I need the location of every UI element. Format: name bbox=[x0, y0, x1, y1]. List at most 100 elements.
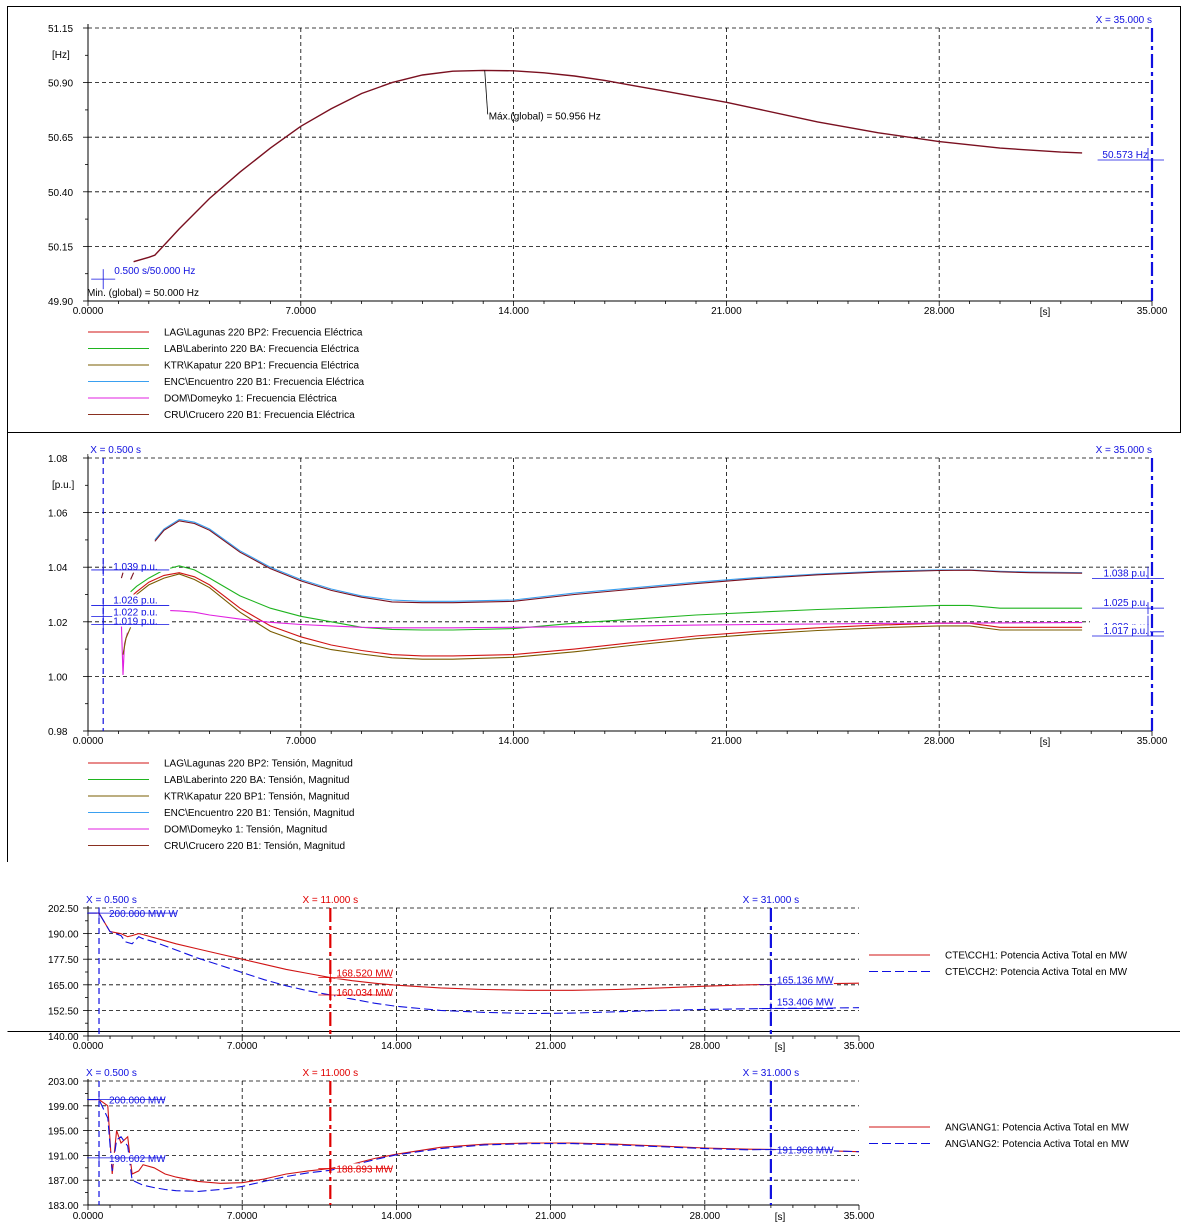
x-tick-label: 14.000 bbox=[498, 306, 529, 317]
annotation-label: 0.500 s/50.000 Hz bbox=[114, 266, 195, 277]
y-tick-label: 1.08 bbox=[48, 454, 68, 465]
annotation-label: 1.038 p.u. bbox=[1104, 569, 1148, 580]
series-line bbox=[121, 573, 123, 578]
annotation-label: 168.520 MW bbox=[336, 969, 393, 980]
legend-label: LAB\Laberinto 220 BA: Tensión, Magnitud bbox=[164, 775, 350, 786]
y-tick-label: 1.02 bbox=[48, 618, 68, 629]
x-unit-label: [s] bbox=[775, 1042, 786, 1053]
annotation-label: 191.968 MW bbox=[777, 1145, 834, 1156]
cursor-label: X = 31.000 s bbox=[743, 1068, 799, 1079]
legend-label: CTE\CCH1: Potencia Activa Total en MW bbox=[945, 951, 1128, 962]
series-line bbox=[155, 521, 1082, 603]
x-tick-label: 7.0000 bbox=[227, 1041, 258, 1052]
cursor-label: X = 35.000 s bbox=[1096, 15, 1152, 26]
y-tick-label: 1.00 bbox=[48, 672, 68, 683]
legend-label: LAB\Laberinto 220 BA: Frecuencia Eléctri… bbox=[164, 344, 360, 355]
annotation-label: 1.039 p.u. bbox=[113, 562, 157, 573]
legend-label: LAG\Lagunas 220 BP2: Frecuencia Eléctric… bbox=[164, 328, 363, 339]
series-line bbox=[155, 519, 1082, 601]
cursor-label: X = 35.000 s bbox=[1096, 445, 1152, 456]
annotation-label: 200.000 MW bbox=[109, 1096, 166, 1107]
annotation-label: 165.136 MW bbox=[777, 976, 834, 987]
x-unit-label: [s] bbox=[1040, 737, 1051, 748]
y-tick-label: 152.50 bbox=[48, 1006, 79, 1017]
x-tick-label: 35.000 bbox=[844, 1211, 875, 1222]
annotation-label: 200.000 MW W bbox=[109, 909, 178, 920]
x-unit-label: [s] bbox=[775, 1212, 786, 1223]
annotation-label: 1.026 p.u. bbox=[113, 595, 157, 606]
x-tick-label: 14.000 bbox=[381, 1211, 412, 1222]
legend-label: KTR\Kapatur 220 BP1: Tensión, Magnitud bbox=[164, 792, 349, 803]
x-tick-label: 14.000 bbox=[498, 736, 529, 747]
cursor-label: X = 0.500 s bbox=[86, 1068, 137, 1079]
y-tick-label: 190.00 bbox=[48, 930, 79, 941]
y-tick-label: 50.65 bbox=[48, 133, 73, 144]
y-tick-label: 165.00 bbox=[48, 981, 79, 992]
legend-label: DOM\Domeyko 1: Tensión, Magnitud bbox=[164, 825, 327, 836]
y-unit-label: [Hz] bbox=[52, 50, 70, 61]
y-tick-label: 199.00 bbox=[48, 1102, 79, 1113]
annotation-label: 153.406 MW bbox=[777, 998, 834, 1009]
x-tick-label: 14.000 bbox=[381, 1041, 412, 1052]
cursor-label: X = 0.500 s bbox=[86, 895, 137, 906]
annotation-label: 50.573 Hz bbox=[1102, 150, 1148, 161]
y-tick-label: 183.00 bbox=[48, 1201, 79, 1212]
legend-label: CRU\Crucero 220 B1: Tensión, Magnitud bbox=[164, 841, 345, 852]
series-line bbox=[88, 913, 859, 1013]
y-tick-label: 191.00 bbox=[48, 1151, 79, 1162]
y-tick-label: 1.04 bbox=[48, 563, 68, 574]
legend-label: CRU\Crucero 220 B1: Frecuencia Eléctrica bbox=[164, 410, 355, 421]
series-line bbox=[134, 70, 1083, 261]
legend-label: ENC\Encuentro 220 B1: Tensión, Magnitud bbox=[164, 808, 355, 819]
legend-label: LAG\Lagunas 220 BP2: Tensión, Magnitud bbox=[164, 759, 353, 770]
cursor-label: X = 11.000 s bbox=[302, 1068, 358, 1079]
x-tick-label: 7.0000 bbox=[227, 1211, 258, 1222]
x-tick-label: 28.000 bbox=[690, 1211, 721, 1222]
y-tick-label: 203.00 bbox=[48, 1077, 79, 1088]
x-tick-label: 0.0000 bbox=[73, 736, 104, 747]
x-tick-label: 7.0000 bbox=[286, 306, 317, 317]
y-tick-label: 50.15 bbox=[48, 242, 73, 253]
chart-1: 0.0000 7.0000 14.000 21.000 28.000 35.000 49.9… bbox=[48, 14, 1168, 421]
y-tick-label: 50.40 bbox=[48, 188, 73, 199]
legend-label: ENC\Encuentro 220 B1: Frecuencia Eléctri… bbox=[164, 377, 365, 388]
x-unit-label: [s] bbox=[1040, 307, 1051, 318]
series-line bbox=[121, 625, 127, 676]
annotation-label: 160.034 MW bbox=[336, 988, 393, 999]
cursor-label: X = 31.000 s bbox=[743, 895, 799, 906]
chart-2: 0.0000 7.0000 14.000 21.000 28.000 35.000 0.98… bbox=[48, 444, 1168, 852]
annotation-label: 1.025 p.u. bbox=[1104, 598, 1148, 609]
annotation-label: 1.017 p.u. bbox=[1104, 626, 1148, 637]
legend-label: DOM\Domeyko 1: Frecuencia Eléctrica bbox=[164, 394, 337, 405]
y-tick-label: 1.06 bbox=[48, 509, 68, 520]
x-tick-label: 35.000 bbox=[844, 1041, 875, 1052]
legend-label: KTR\Kapatur 220 BP1: Frecuencia Eléctric… bbox=[164, 361, 360, 372]
y-tick-label: 50.90 bbox=[48, 79, 73, 90]
legend-label: CTE\CCH2: Potencia Activa Total en MW bbox=[945, 967, 1128, 978]
series-line bbox=[88, 913, 859, 990]
x-tick-label: 21.000 bbox=[711, 736, 742, 747]
series-line bbox=[88, 1100, 859, 1184]
series-line bbox=[123, 627, 131, 654]
x-tick-label: 0.0000 bbox=[73, 1211, 104, 1222]
x-tick-label: 28.000 bbox=[690, 1041, 721, 1052]
annotation-label: 1.019 p.u. bbox=[113, 617, 157, 628]
y-tick-label: 187.00 bbox=[48, 1176, 79, 1187]
x-tick-label: 21.000 bbox=[535, 1211, 566, 1222]
legend-label: ANG\ANG2: Potencia Activa Total en MW bbox=[945, 1139, 1129, 1150]
x-tick-label: 35.000 bbox=[1137, 306, 1168, 317]
series-line bbox=[131, 573, 134, 580]
x-tick-label: 21.000 bbox=[711, 306, 742, 317]
cursor-label: X = 11.000 s bbox=[302, 895, 358, 906]
x-tick-label: 28.000 bbox=[924, 306, 955, 317]
y-tick-label: 202.50 bbox=[48, 904, 79, 915]
y-tick-label: 195.00 bbox=[48, 1127, 79, 1138]
x-tick-label: 28.000 bbox=[924, 736, 955, 747]
cursor-label: X = 0.500 s bbox=[90, 445, 141, 456]
x-tick-label: 0.0000 bbox=[73, 306, 104, 317]
y-tick-label: 0.98 bbox=[48, 727, 68, 738]
y-tick-label: 51.15 bbox=[48, 24, 73, 35]
y-tick-label: 49.90 bbox=[48, 297, 73, 308]
chart-3: 0.0000 7.0000 14.000 21.000 28.000 35.000 140.… bbox=[48, 894, 1128, 1053]
